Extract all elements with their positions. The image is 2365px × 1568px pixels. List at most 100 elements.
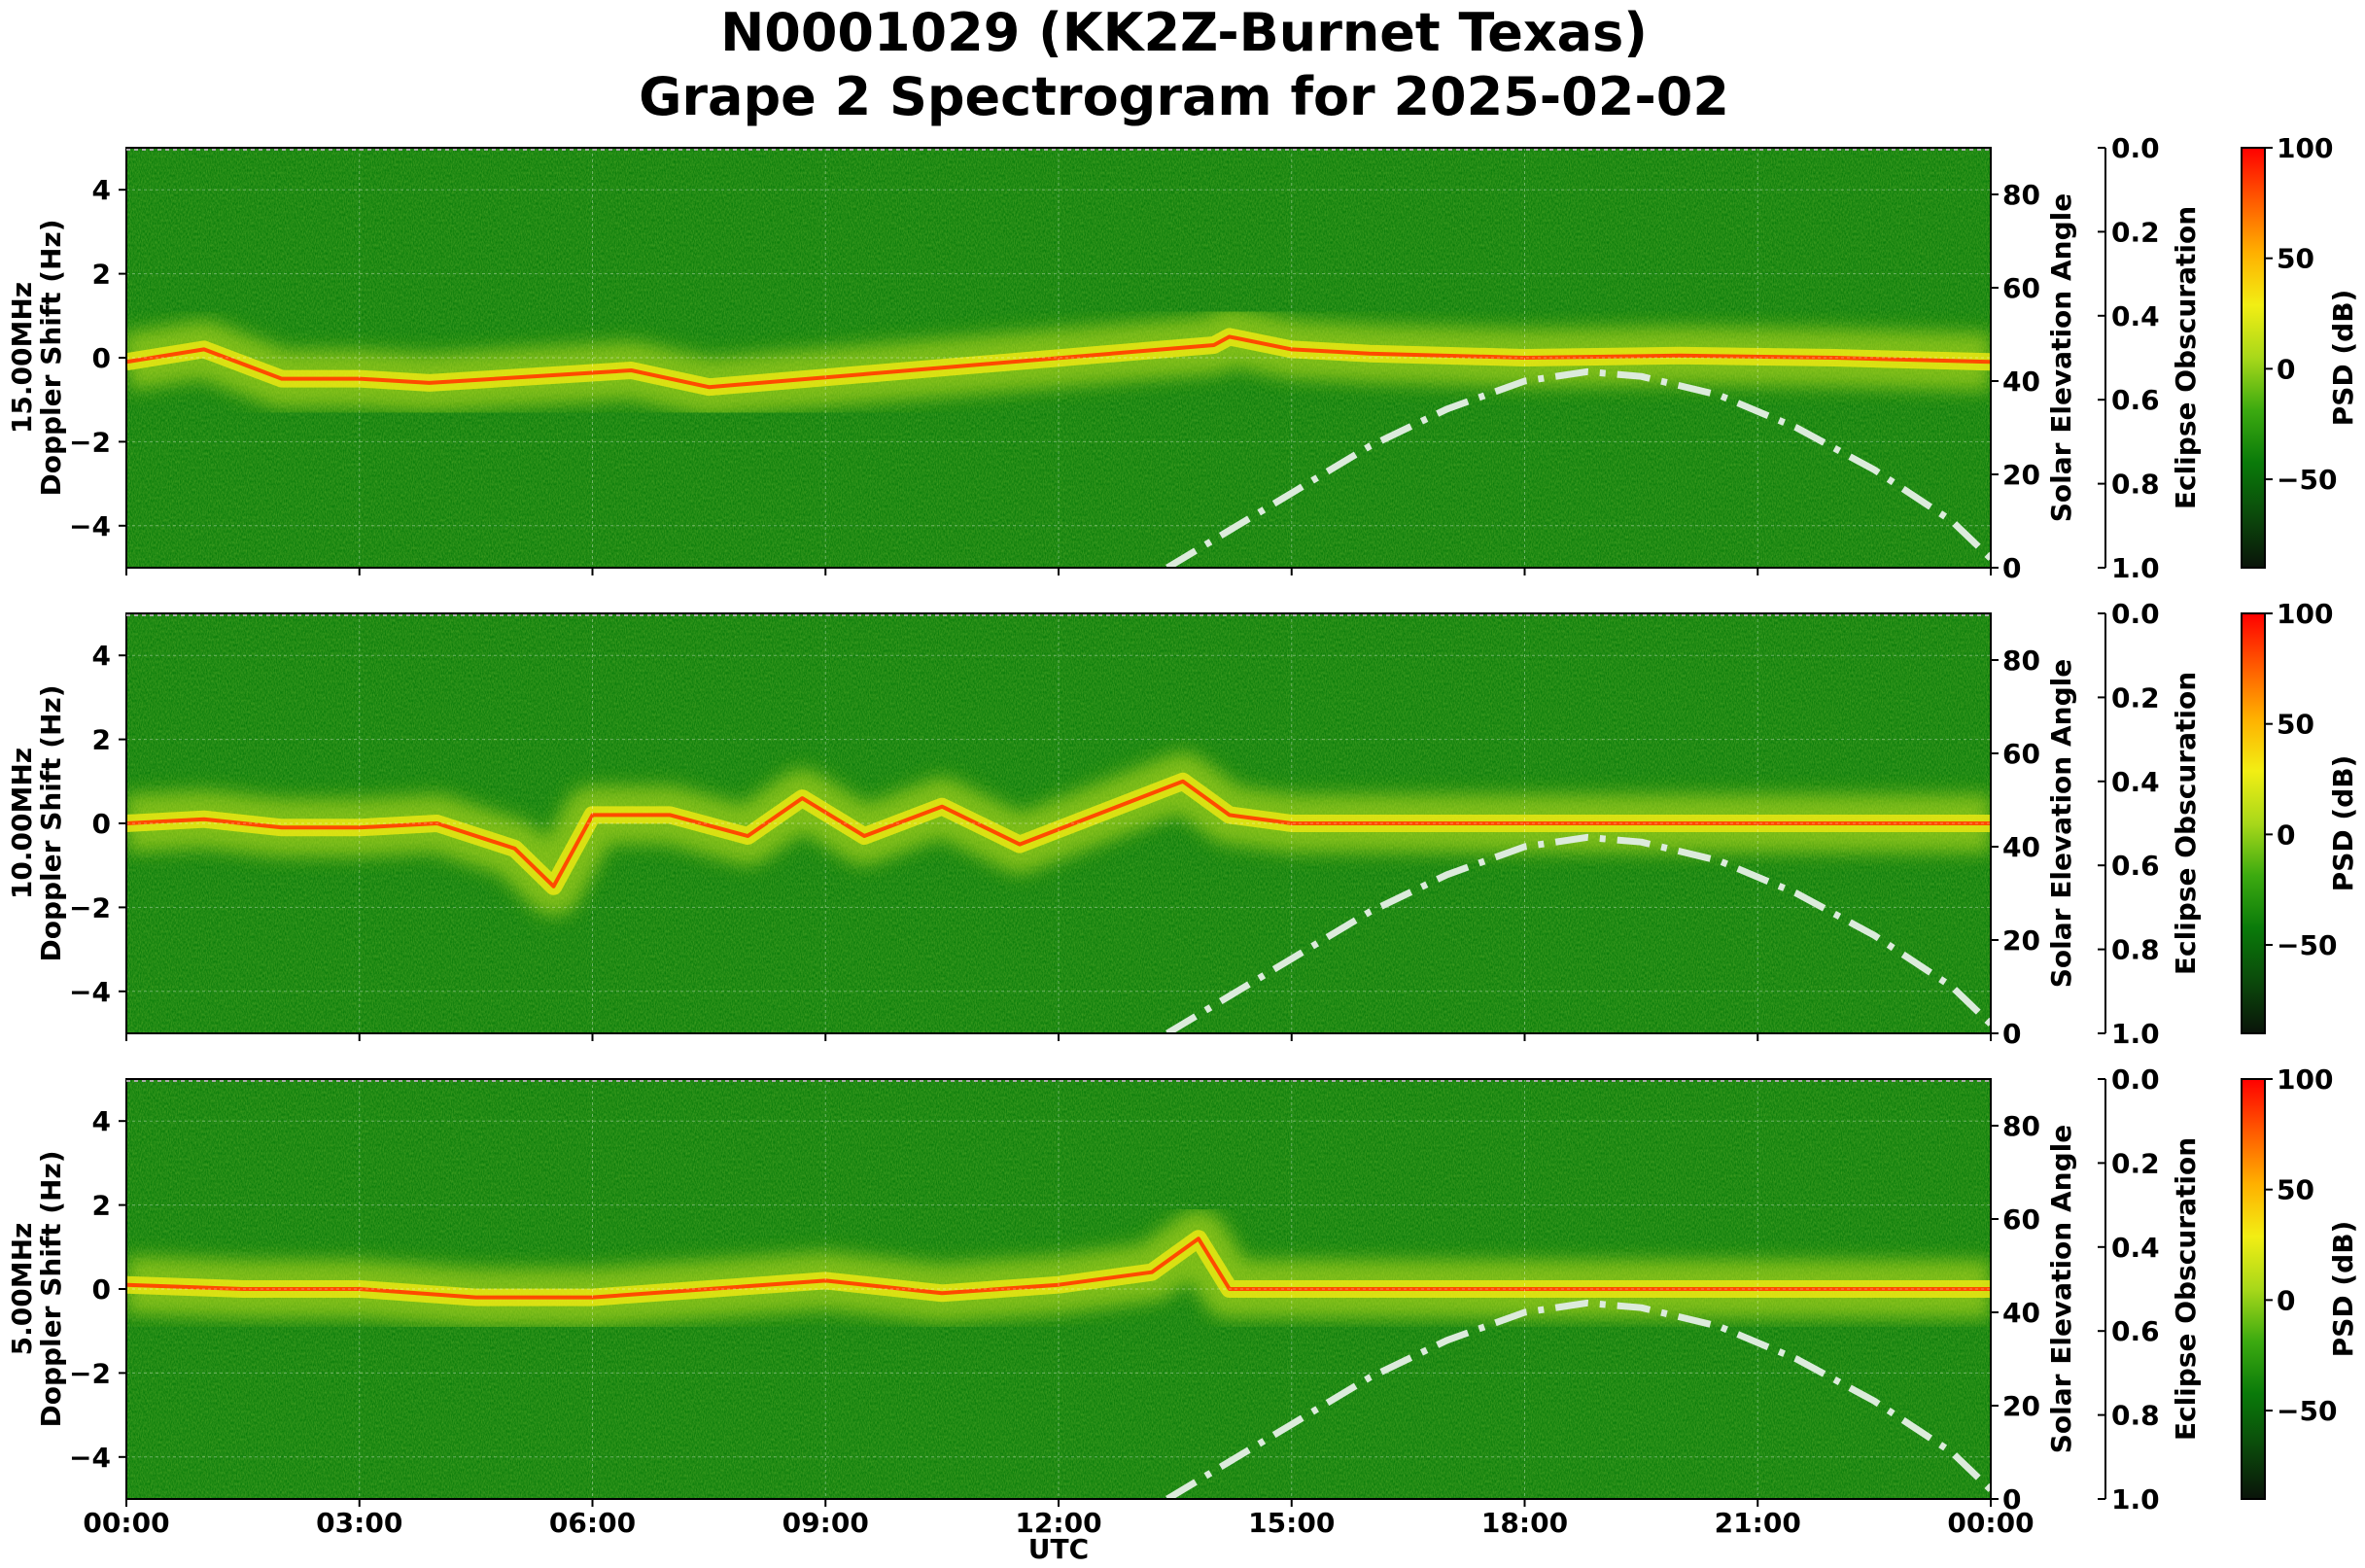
psd-label: PSD (dB) [2327, 290, 2359, 427]
carrier-trace [126, 779, 1991, 889]
psd-label: PSD (dB) [2327, 755, 2359, 892]
ylabel-doppler: Doppler Shift (Hz) [35, 1150, 67, 1427]
psd-tick-label: 100 [2277, 1063, 2333, 1096]
doppler-tick-label: 0 [92, 342, 111, 374]
ylabel-band: 15.00MHz [6, 282, 38, 434]
elevation-tick-label: 20 [2002, 924, 2040, 957]
psd-label: PSD (dB) [2327, 1221, 2359, 1358]
obscuration-tick-label: 1.0 [2111, 552, 2160, 584]
x-tick-label: 18:00 [1481, 1507, 1568, 1539]
psd-tick-label: −50 [2277, 1395, 2337, 1427]
doppler-tick-label: −4 [69, 976, 111, 1008]
x-tick-label: 21:00 [1715, 1507, 1801, 1539]
elevation-label: Solar Elevation Angle [2045, 659, 2077, 988]
x-tick-label: 06:00 [549, 1507, 636, 1539]
x-tick-label: 15:00 [1248, 1507, 1335, 1539]
obscuration-tick-label: 0.6 [2111, 850, 2160, 882]
elevation-tick-label: 20 [2002, 459, 2040, 491]
obscuration-label: Eclipse Obscuration [2170, 672, 2202, 975]
psd-tick-label: 0 [2277, 1284, 2295, 1316]
psd-colorbar [2241, 1078, 2266, 1500]
psd-tick-label: −50 [2277, 929, 2337, 961]
plot-area [126, 613, 1991, 1033]
psd-colorbar [2241, 612, 2266, 1034]
elevation-tick-label: 80 [2002, 179, 2040, 211]
obscuration-tick-label: 0.4 [2111, 300, 2160, 332]
obscuration-tick-label: 0.8 [2111, 1400, 2160, 1432]
doppler-tick-label: 4 [92, 640, 111, 672]
elevation-tick-label: 40 [2002, 366, 2040, 398]
doppler-tick-label: 0 [92, 1273, 111, 1306]
obscuration-tick-label: 0.4 [2111, 766, 2160, 798]
ylabel-band: 10.00MHz [6, 748, 38, 899]
elevation-tick-label: 40 [2002, 831, 2040, 863]
elevation-tick-label: 0 [2002, 552, 2021, 584]
doppler-tick-label: −4 [69, 1442, 111, 1474]
solar-elevation-line [1165, 1299, 1991, 1499]
carrier-trace [126, 1237, 1991, 1300]
elevation-tick-label: 60 [2002, 1203, 2040, 1236]
obscuration-label: Eclipse Obscuration [2170, 206, 2202, 509]
doppler-tick-label: −2 [69, 891, 111, 923]
elevation-label: Solar Elevation Angle [2045, 193, 2077, 522]
obscuration-label: Eclipse Obscuration [2170, 1137, 2202, 1441]
elevation-tick-label: 80 [2002, 1110, 2040, 1142]
obscuration-tick-label: 1.0 [2111, 1483, 2160, 1516]
psd-tick-label: 100 [2277, 132, 2333, 164]
obscuration-tick-label: 0.0 [2111, 132, 2160, 164]
psd-colorbar [2241, 147, 2266, 569]
elevation-tick-label: 60 [2002, 272, 2040, 304]
x-axis: 00:00 03:00 06:00 09:00 12:00 15:00 18:00 21:00… [83, 1507, 2034, 1539]
ylabel-band: 5.00MHz [6, 1223, 38, 1356]
elevation-tick-label: 80 [2002, 645, 2040, 677]
psd-tick-label: 100 [2277, 598, 2333, 630]
psd-tick-label: −50 [2277, 464, 2337, 496]
obscuration-tick-label: 0.2 [2111, 681, 2160, 714]
ylabel-doppler: Doppler Shift (Hz) [35, 219, 67, 496]
x-tick-label: 00:00 [1947, 1507, 2034, 1539]
ylabel-doppler: Doppler Shift (Hz) [35, 684, 67, 961]
chart-title-line1: N0001029 (KK2Z-Burnet Texas) [720, 2, 1648, 63]
obscuration-tick-label: 0.2 [2111, 1147, 2160, 1179]
doppler-tick-label: −2 [69, 1357, 111, 1389]
elevation-tick-label: 20 [2002, 1390, 2040, 1422]
obscuration-tick-label: 0.4 [2111, 1232, 2160, 1264]
obscuration-tick-label: 1.0 [2111, 1018, 2160, 1050]
doppler-tick-label: 0 [92, 808, 111, 840]
obscuration-tick-label: 0.8 [2111, 934, 2160, 966]
elevation-tick-label: 0 [2002, 1483, 2021, 1516]
doppler-tick-label: 2 [92, 259, 111, 291]
elevation-tick-label: 0 [2002, 1018, 2021, 1050]
psd-tick-label: 0 [2277, 353, 2295, 385]
psd-tick-label: 50 [2277, 243, 2314, 275]
doppler-tick-label: 4 [92, 174, 111, 206]
obscuration-tick-label: 0.6 [2111, 384, 2160, 416]
doppler-tick-label: −2 [69, 426, 111, 458]
chart-title-line2: Grape 2 Spectrogram for 2025-02-02 [639, 66, 1729, 127]
x-tick-label: 09:00 [783, 1507, 869, 1539]
doppler-tick-label: 2 [92, 724, 111, 756]
x-tick-label: 03:00 [316, 1507, 402, 1539]
obscuration-tick-label: 0.0 [2111, 598, 2160, 630]
obscuration-tick-label: 0.6 [2111, 1315, 2160, 1347]
obscuration-tick-label: 0.0 [2111, 1063, 2160, 1096]
obscuration-tick-label: 0.8 [2111, 469, 2160, 501]
solar-elevation-line [1165, 367, 1991, 568]
carrier-trace [126, 334, 1991, 390]
elevation-tick-label: 60 [2002, 738, 2040, 770]
x-tick-label: 00:00 [83, 1507, 169, 1539]
x-tick-label: 12:00 [1015, 1507, 1101, 1539]
obscuration-tick-label: 0.2 [2111, 216, 2160, 248]
elevation-label: Solar Elevation Angle [2045, 1125, 2077, 1453]
solar-elevation-line [1165, 833, 1991, 1033]
x-axis-label: UTC [1028, 1533, 1089, 1565]
psd-tick-label: 50 [2277, 709, 2314, 741]
plot-area [126, 1079, 1991, 1499]
doppler-tick-label: −4 [69, 510, 111, 542]
elevation-tick-label: 40 [2002, 1297, 2040, 1329]
psd-tick-label: 0 [2277, 819, 2295, 851]
